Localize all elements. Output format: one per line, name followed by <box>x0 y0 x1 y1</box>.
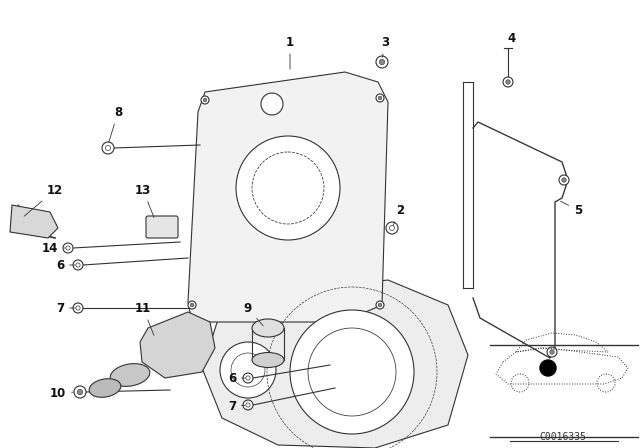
Text: 8: 8 <box>109 105 122 142</box>
Text: C0016335: C0016335 <box>540 432 586 442</box>
Circle shape <box>378 303 382 307</box>
Text: 12: 12 <box>24 184 63 216</box>
Circle shape <box>559 175 569 185</box>
Text: 6: 6 <box>228 371 245 384</box>
Polygon shape <box>188 72 388 322</box>
Ellipse shape <box>252 319 284 337</box>
Ellipse shape <box>89 379 121 397</box>
Circle shape <box>550 350 554 354</box>
Circle shape <box>547 347 557 357</box>
Circle shape <box>73 303 83 313</box>
Ellipse shape <box>110 364 150 386</box>
Circle shape <box>261 93 283 115</box>
Circle shape <box>376 301 384 309</box>
Circle shape <box>236 136 340 240</box>
Ellipse shape <box>252 353 284 367</box>
Polygon shape <box>202 280 468 448</box>
Text: 11: 11 <box>135 302 154 336</box>
Circle shape <box>386 222 398 234</box>
Circle shape <box>380 59 385 65</box>
Text: 4: 4 <box>508 31 516 50</box>
Circle shape <box>243 400 253 410</box>
FancyBboxPatch shape <box>146 216 178 238</box>
Circle shape <box>201 96 209 104</box>
Text: 13: 13 <box>135 184 154 217</box>
Text: 1: 1 <box>286 35 294 69</box>
Text: 6: 6 <box>56 258 76 271</box>
Circle shape <box>190 303 194 307</box>
Circle shape <box>503 77 513 87</box>
Circle shape <box>243 373 253 383</box>
Circle shape <box>378 96 382 100</box>
Text: 7: 7 <box>228 400 245 413</box>
Text: 5: 5 <box>561 201 582 216</box>
Circle shape <box>74 386 86 398</box>
Circle shape <box>102 142 114 154</box>
Circle shape <box>204 98 207 102</box>
Polygon shape <box>10 205 58 238</box>
Circle shape <box>562 178 566 182</box>
Circle shape <box>77 389 83 395</box>
Circle shape <box>220 342 276 398</box>
Text: 3: 3 <box>381 35 389 57</box>
Circle shape <box>506 80 510 84</box>
Circle shape <box>63 243 73 253</box>
Circle shape <box>376 56 388 68</box>
Text: 2: 2 <box>393 203 404 225</box>
Text: 9: 9 <box>244 302 263 326</box>
Circle shape <box>73 260 83 270</box>
Circle shape <box>290 310 414 434</box>
Text: 7: 7 <box>56 302 76 314</box>
Circle shape <box>376 94 384 102</box>
Circle shape <box>540 360 556 376</box>
Circle shape <box>188 301 196 309</box>
Text: 14: 14 <box>42 241 65 254</box>
Text: 10: 10 <box>50 387 73 400</box>
Polygon shape <box>140 312 215 378</box>
